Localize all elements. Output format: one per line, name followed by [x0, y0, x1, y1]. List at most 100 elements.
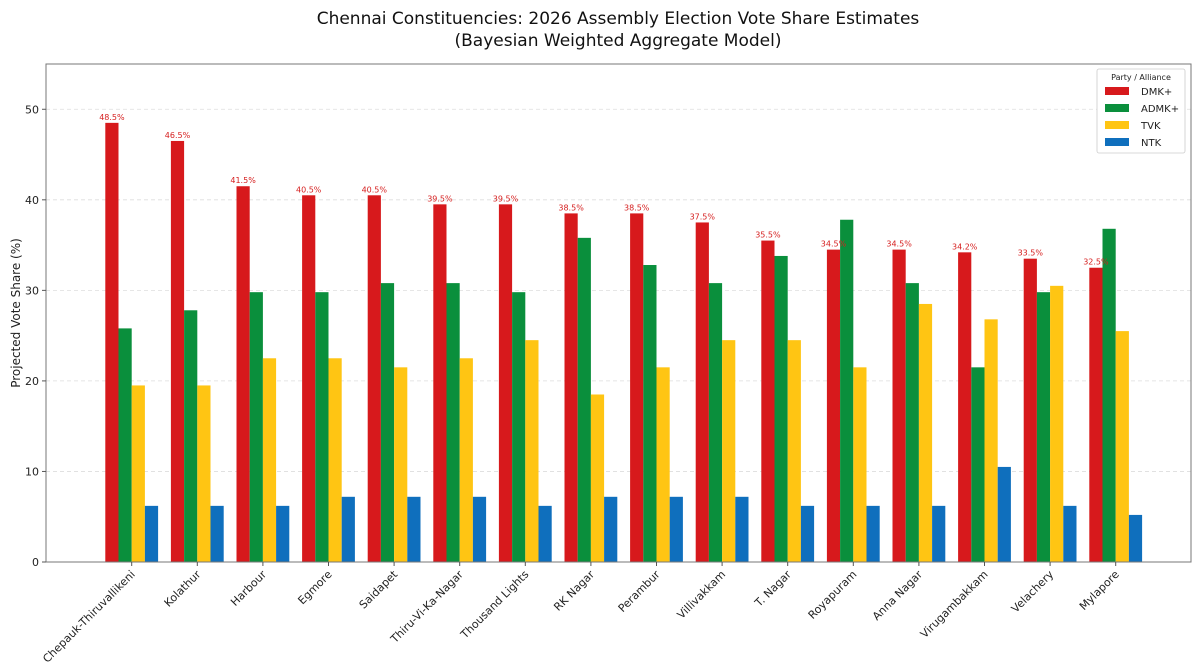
bar-admk-14	[1036, 292, 1051, 562]
bar-tvk-10	[787, 340, 801, 562]
data-label: 35.5%	[755, 231, 781, 240]
legend-swatch	[1105, 104, 1129, 112]
bar-tvk-4	[394, 367, 408, 562]
y-tick-label: 0	[32, 556, 39, 569]
y-tick-label: 10	[25, 465, 39, 478]
x-tick-label: T. Nagar	[752, 568, 794, 610]
bar-tvk-11	[853, 367, 867, 562]
bar-dmk-14	[1023, 258, 1037, 562]
y-tick-label: 50	[25, 103, 39, 116]
bar-tvk-2	[262, 358, 277, 562]
data-label: 34.2%	[952, 242, 978, 251]
bar-admk-12	[905, 283, 919, 562]
bar-tvk-6	[525, 340, 539, 562]
bar-ntk-5	[472, 496, 487, 562]
x-tick-label: Saidapet	[357, 567, 401, 611]
data-labels: 48.5% 46.5% 41.5% 40.5% 40.5% 39.5% 39.5% 38.5%…	[99, 113, 1109, 267]
x-axis: Chepauk-Thiruvallikeni Kolathur Harbour Egm…	[40, 562, 1122, 665]
y-tick-label: 40	[25, 194, 39, 207]
bar-dmk-0	[105, 122, 119, 562]
data-label: 34.5%	[821, 240, 847, 249]
bar-admk-8	[643, 265, 657, 562]
x-tick-label: Velachery	[1009, 568, 1057, 616]
bar-ntk-11	[866, 505, 880, 562]
legend-label: NTK	[1141, 138, 1162, 149]
bar-tvk-3	[328, 358, 342, 562]
bar-tvk-12	[918, 303, 933, 562]
bar-ntk-12	[932, 505, 946, 562]
bar-ntk-4	[407, 496, 421, 562]
bar-ntk-1	[210, 505, 224, 562]
data-label: 34.5%	[886, 240, 912, 249]
plot-frame	[45, 63, 1192, 563]
legend-swatch	[1105, 87, 1129, 95]
bar-ntk-3	[341, 496, 355, 562]
legend-label: ADMK+	[1141, 104, 1179, 115]
bar-admk-13	[971, 367, 985, 562]
x-tick-label: RK Nagar	[551, 568, 597, 614]
gridlines	[46, 108, 1191, 472]
data-label: 46.5%	[165, 131, 191, 140]
bar-admk-2	[249, 292, 263, 562]
x-tick-label: Thiru-Vi-Ka-Nagar	[387, 568, 466, 647]
data-label: 37.5%	[690, 212, 716, 221]
bar-tvk-1	[197, 385, 211, 562]
bar-tvk-8	[656, 367, 670, 562]
bar-tvk-15	[1115, 331, 1129, 562]
data-label: 32.5%	[1083, 258, 1109, 267]
bar-dmk-8	[630, 213, 644, 562]
bar-ntk-6	[538, 505, 552, 562]
y-tick-label: 20	[25, 375, 39, 388]
bar-admk-0	[118, 328, 132, 562]
bar-admk-3	[315, 292, 329, 562]
bar-admk-6	[512, 292, 526, 562]
bar-admk-11	[840, 219, 854, 563]
y-axis: 0 10 20 30 40 50	[25, 103, 46, 569]
bar-dmk-4	[367, 195, 381, 563]
legend-title: Party / Alliance	[1111, 73, 1171, 82]
bar-ntk-15	[1128, 514, 1143, 562]
bar-tvk-13	[984, 319, 998, 562]
bar-tvk-5	[459, 358, 473, 562]
chart-title-line1: Chennai Constituencies: 2026 Assembly El…	[317, 9, 920, 29]
bar-tvk-7	[590, 394, 605, 562]
bar-dmk-15	[1089, 267, 1103, 562]
bar-ntk-13	[997, 466, 1011, 562]
bar-ntk-10	[800, 505, 815, 562]
x-tick-label: Egmore	[295, 568, 334, 607]
bar-dmk-7	[564, 213, 578, 562]
bar-ntk-7	[604, 496, 618, 562]
bar-dmk-11	[826, 249, 841, 563]
bar-dmk-6	[498, 204, 513, 562]
data-label: 33.5%	[1018, 249, 1044, 258]
bar-dmk-13	[958, 252, 972, 563]
bar-admk-1	[184, 310, 198, 562]
y-tick-label: 30	[25, 284, 39, 297]
bar-dmk-12	[892, 249, 906, 563]
data-label: 39.5%	[493, 194, 519, 203]
legend-label: TVK	[1140, 121, 1161, 132]
x-tick-label: Harbour	[228, 568, 269, 609]
x-tick-label: Anna Nagar	[870, 568, 925, 623]
bar-admk-4	[380, 283, 395, 562]
bar-admk-7	[577, 237, 591, 562]
bar-ntk-8	[669, 496, 683, 562]
bar-dmk-5	[433, 204, 447, 562]
data-label: 38.5%	[624, 203, 650, 212]
bar-admk-15	[1102, 228, 1116, 562]
bar-tvk-14	[1050, 285, 1064, 562]
x-tick-label: Virugambakkam	[918, 568, 991, 641]
x-tick-label: Villivakkam	[675, 568, 729, 622]
x-tick-label: Chepauk-Thiruvallikeni	[40, 568, 138, 666]
bar-admk-5	[446, 283, 460, 562]
bar-dmk-9	[695, 222, 709, 563]
bar-ntk-2	[276, 505, 290, 562]
data-label: 41.5%	[230, 176, 256, 185]
bar-dmk-2	[236, 186, 250, 562]
bar-admk-9	[708, 283, 723, 562]
bar-ntk-14	[1063, 505, 1077, 562]
data-label: 40.5%	[296, 185, 322, 194]
bar-ntk-0	[144, 505, 159, 562]
y-axis-label: Projected Vote Share (%)	[9, 238, 23, 388]
